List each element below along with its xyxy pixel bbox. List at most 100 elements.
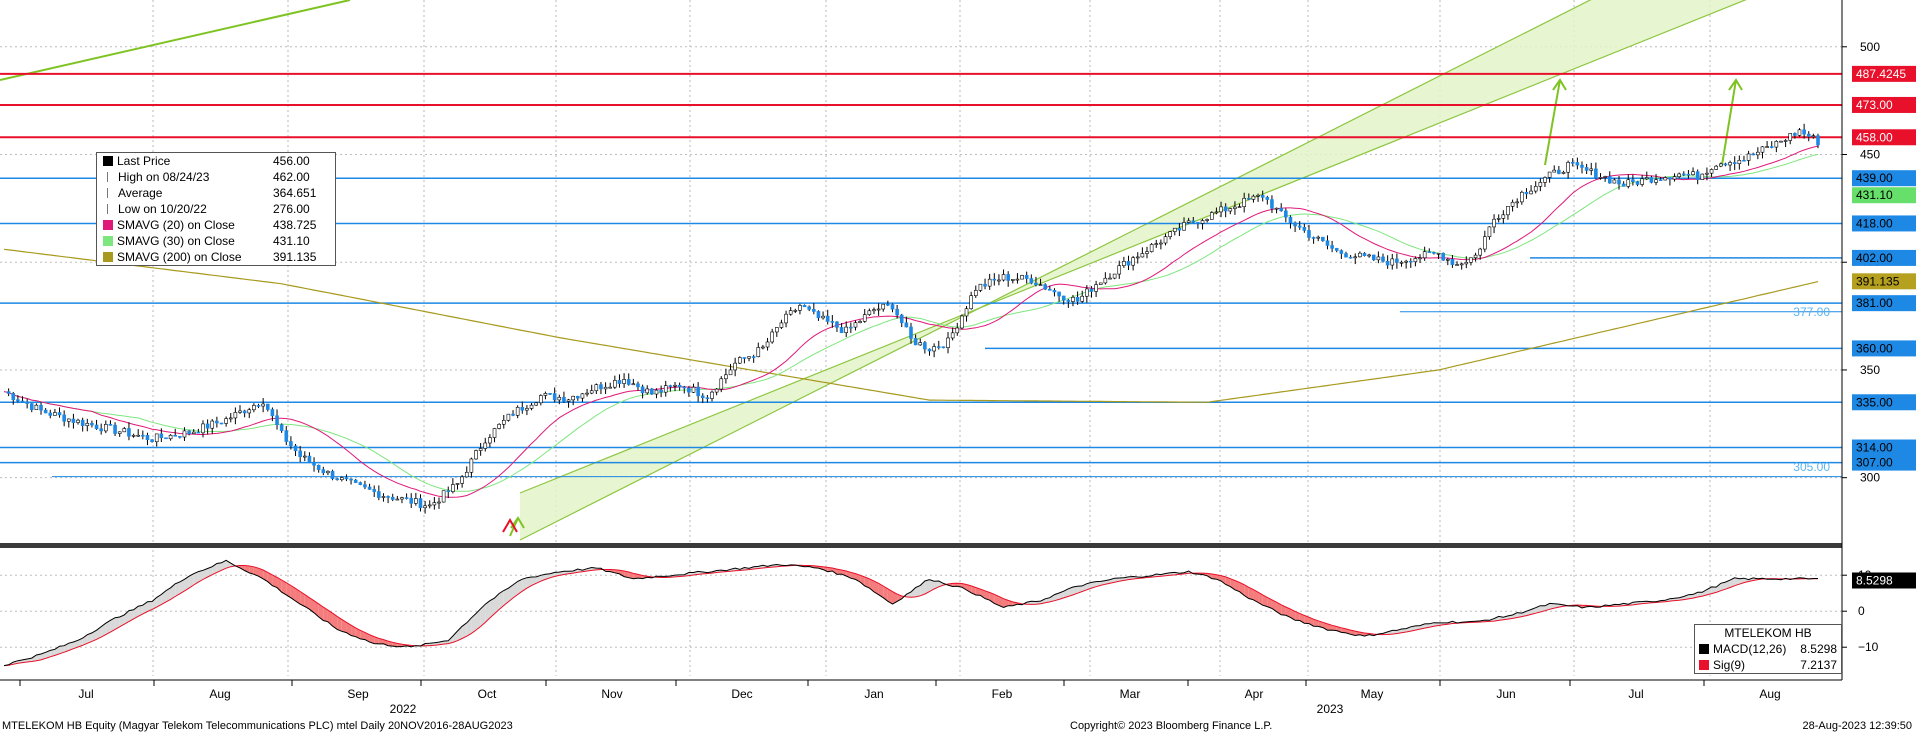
low-marker-arrow xyxy=(502,518,518,533)
level-annotation: 305.00 xyxy=(1793,460,1830,474)
candle-body xyxy=(247,409,252,414)
macd-legend-value: 7.2137 xyxy=(1800,658,1837,672)
candle-body xyxy=(682,386,687,389)
candle-body xyxy=(1427,251,1432,253)
candle-body xyxy=(1015,278,1020,281)
month-label: Aug xyxy=(1759,687,1780,701)
macd-histogram-fill xyxy=(462,622,467,639)
macd-histogram-fill xyxy=(499,590,504,610)
candle-body xyxy=(538,395,543,404)
legend-swatch xyxy=(103,220,113,230)
macd-histogram-fill xyxy=(355,627,361,639)
candle-body xyxy=(178,436,182,438)
candle-body xyxy=(1686,173,1691,176)
target-arrowhead xyxy=(1728,78,1743,91)
level-tag-bg xyxy=(1852,65,1916,82)
candle-body xyxy=(1408,260,1413,263)
macd-histogram-fill xyxy=(508,584,514,602)
level-tag: 381.00 xyxy=(1856,296,1893,310)
candle-body xyxy=(821,315,825,319)
month-label: Jun xyxy=(1496,687,1515,701)
candle-body xyxy=(1242,197,1246,207)
level-tag-bg xyxy=(1852,129,1916,146)
candle-body xyxy=(890,304,895,310)
candle-body xyxy=(862,314,867,322)
candle-body xyxy=(432,502,437,506)
level-tag-bg xyxy=(1852,439,1916,456)
candle-body xyxy=(839,327,844,333)
legend-value: 456.00 xyxy=(273,154,310,168)
month-label: Jul xyxy=(1628,687,1643,701)
macd-histogram-fill xyxy=(165,587,171,602)
macd-histogram-fill xyxy=(138,605,143,617)
candle-body xyxy=(997,279,1001,282)
footer-copyright: Copyright© 2023 Bloomberg Finance L.P. xyxy=(1070,720,1273,732)
candle-body xyxy=(1649,177,1654,183)
candle-body xyxy=(849,326,853,329)
macd-histogram-fill xyxy=(240,565,245,571)
macd-histogram-fill xyxy=(952,583,958,587)
candle-body xyxy=(145,434,150,441)
macd-histogram-fill xyxy=(975,587,981,596)
candle-body xyxy=(1719,163,1723,167)
candle-body xyxy=(1385,260,1390,266)
candle-body xyxy=(446,490,451,492)
candle-body xyxy=(1223,206,1228,212)
candle-body xyxy=(1469,257,1473,263)
legend-value: 431.10 xyxy=(273,234,310,248)
legend-item: SMAVG (30) on Close 431.10 xyxy=(97,233,335,249)
macd-histogram-fill xyxy=(1410,625,1416,632)
candle-body xyxy=(289,441,293,447)
macd-histogram-fill xyxy=(128,609,134,622)
trend-channel-lower xyxy=(519,0,1592,541)
candle-body xyxy=(335,478,339,480)
legend-item: Last Price 456.00 xyxy=(97,153,335,169)
candle-body xyxy=(1061,295,1066,301)
month-label: Sep xyxy=(347,687,369,701)
macd-histogram-fill xyxy=(1295,611,1300,621)
candle-body xyxy=(1695,171,1700,180)
macd-histogram-fill xyxy=(1720,582,1726,591)
candle-body xyxy=(1682,173,1686,176)
candle-body xyxy=(770,331,774,343)
candle-body xyxy=(812,309,816,312)
macd-histogram-fill xyxy=(31,655,37,662)
macd-histogram-fill xyxy=(179,579,185,594)
candle-body xyxy=(464,471,469,478)
macd-histogram-fill xyxy=(1221,575,1226,585)
candle-body xyxy=(895,308,899,316)
candle-body xyxy=(215,420,219,424)
macd-histogram-fill xyxy=(1318,620,1323,628)
candle-body xyxy=(1200,220,1205,224)
macd-histogram-fill xyxy=(1711,586,1717,594)
macd-histogram-fill xyxy=(309,597,315,613)
candle-body xyxy=(488,437,492,444)
candle-body xyxy=(918,342,923,346)
candle-body xyxy=(724,374,728,380)
macd-histogram-fill xyxy=(351,625,356,637)
candle-body xyxy=(400,497,404,500)
candle-body xyxy=(48,412,53,416)
candle-body xyxy=(1344,253,1348,258)
candle-body xyxy=(1816,135,1820,146)
candle-body xyxy=(131,434,136,437)
candle-body xyxy=(557,396,562,401)
macd-histogram-fill xyxy=(314,600,319,617)
macd-tag: 8.5298 xyxy=(1856,573,1893,587)
candle-body xyxy=(1432,252,1436,254)
macd-histogram-fill xyxy=(45,650,51,659)
candle-body xyxy=(659,389,663,393)
level-tag: 402.00 xyxy=(1856,251,1893,265)
candle-body xyxy=(1270,199,1274,209)
candle-body xyxy=(316,464,321,470)
candle-body xyxy=(742,357,747,359)
candle-body xyxy=(298,450,302,457)
candle-body xyxy=(960,315,964,329)
candle-body xyxy=(1793,133,1797,136)
candle-body xyxy=(1644,177,1649,180)
candle-body xyxy=(654,389,659,395)
candle-body xyxy=(1265,197,1270,200)
candle-body xyxy=(525,408,529,411)
candle-body xyxy=(340,477,344,480)
month-label: Mar xyxy=(1120,687,1141,701)
